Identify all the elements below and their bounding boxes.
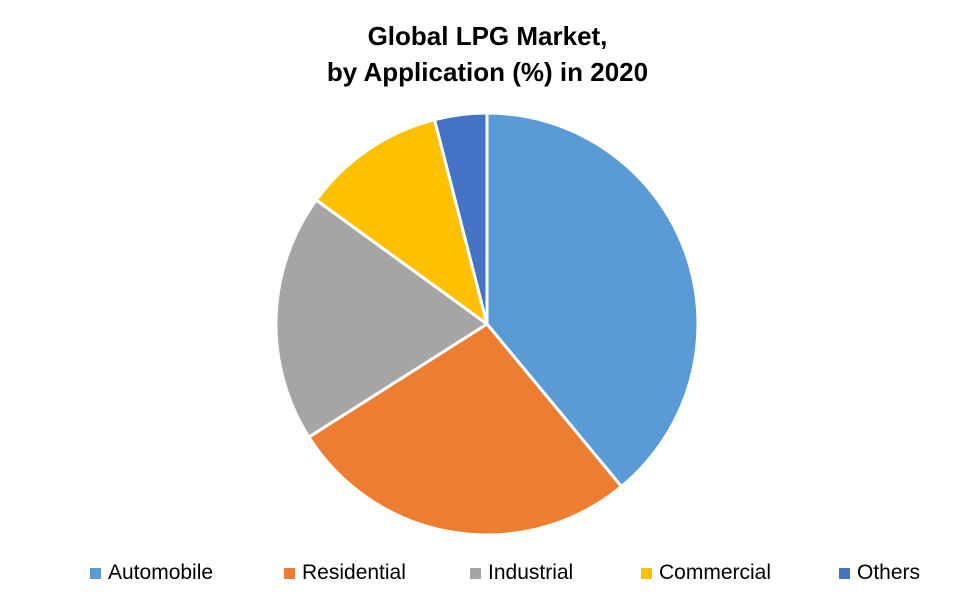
pie-slice-residential xyxy=(307,322,623,537)
pie-slice-automobile xyxy=(485,111,700,489)
legend-item-residential: Residential xyxy=(284,558,406,588)
legend-swatch-residential xyxy=(284,567,295,579)
pie-slice-others xyxy=(433,111,489,326)
legend-label-commercial: Commercial xyxy=(659,561,772,584)
legend-item-automobile: Automobile xyxy=(90,558,213,588)
legend-label-automobile: Automobile xyxy=(108,561,214,584)
legend-swatch-industrial xyxy=(470,567,481,579)
legend-item-others: Others xyxy=(839,558,920,588)
legend-label-industrial: Industrial xyxy=(488,561,574,584)
chart-title-line-1: Global LPG Market, xyxy=(367,21,608,51)
legend-item-commercial: Commercial xyxy=(641,558,771,588)
pie-slice-commercial xyxy=(314,118,489,326)
legend: Automobile Residential Industrial Commer… xyxy=(0,558,975,588)
legend-label-others: Others xyxy=(857,561,921,584)
legend-item-industrial: Industrial xyxy=(470,558,573,588)
legend-label-residential: Residential xyxy=(302,561,406,584)
legend-swatch-automobile xyxy=(90,567,101,579)
pie-slice-industrial xyxy=(274,198,489,439)
legend-swatch-others xyxy=(839,567,850,579)
chart-title-line-2: by Application (%) in 2020 xyxy=(326,57,649,87)
legend-swatch-commercial xyxy=(641,567,652,579)
